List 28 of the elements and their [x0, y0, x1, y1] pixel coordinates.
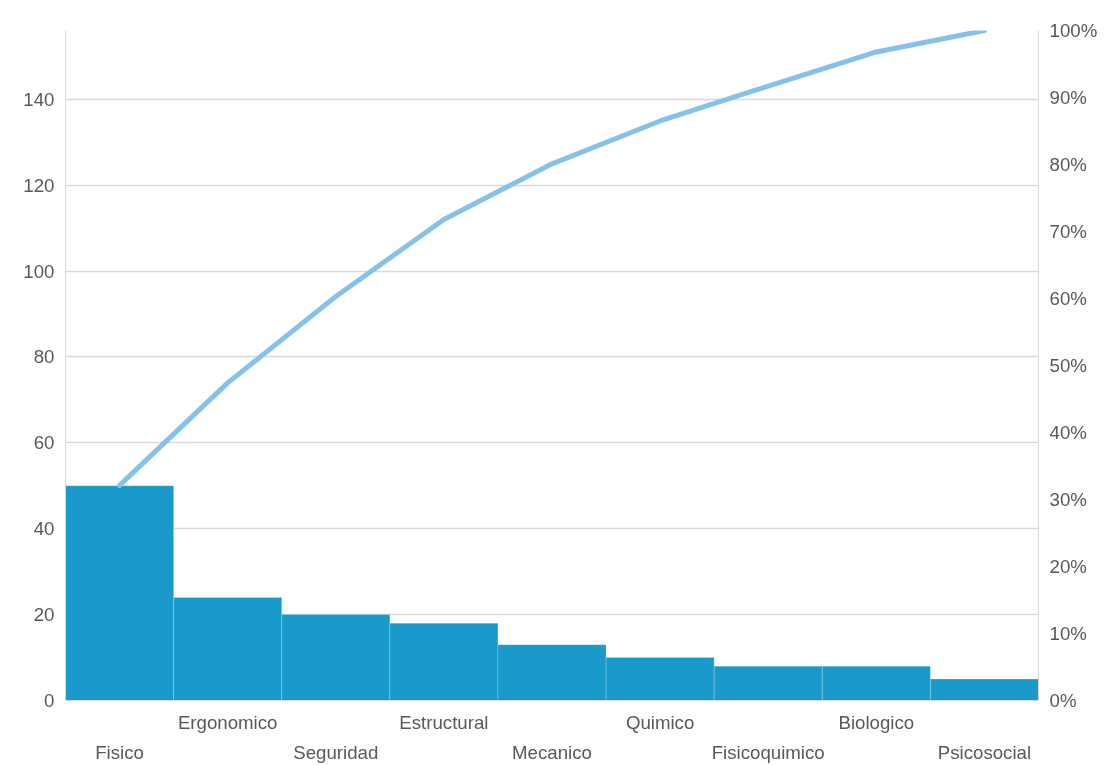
- y-tick-label: 140: [23, 88, 55, 110]
- y2-tick-label: 0%: [1049, 690, 1077, 711]
- x-tick-label: Biologico: [838, 711, 915, 733]
- y-tick-label: 0: [44, 690, 55, 711]
- y-tick-label: 80: [33, 346, 55, 368]
- y2-tick-label: 10%: [1049, 623, 1087, 644]
- y2-tick-label: 60%: [1049, 288, 1087, 309]
- x-tick-label: Mecanico: [512, 741, 592, 763]
- x-tick-label: Fisico: [95, 741, 144, 763]
- y-tick-label: 40: [33, 518, 55, 540]
- x-tick-label: Psicosocial: [937, 741, 1032, 763]
- x-tick-label: Quimico: [625, 711, 695, 733]
- x-tick-label: Estructural: [399, 711, 489, 733]
- y2-tick-label: 70%: [1049, 221, 1087, 242]
- y2-tick-label: 50%: [1049, 355, 1087, 376]
- x-tick-label: Seguridad: [293, 741, 379, 763]
- y2-tick-label: 90%: [1049, 87, 1087, 108]
- y-tick-label: 20: [33, 604, 55, 626]
- y-tick-label: 60: [33, 432, 55, 454]
- x-tick-label: Ergonomico: [177, 711, 278, 733]
- y2-tick-label: 80%: [1049, 154, 1087, 175]
- y2-tick-label: 30%: [1049, 489, 1087, 510]
- y-tick-label: 100: [23, 260, 55, 282]
- y-tick-label: 120: [23, 174, 55, 196]
- y2-tick-label: 20%: [1049, 556, 1087, 577]
- y2-tick-label: 100%: [1049, 20, 1098, 41]
- x-tick-label: Fisicoquimico: [711, 741, 825, 763]
- y2-tick-label: 40%: [1049, 422, 1087, 443]
